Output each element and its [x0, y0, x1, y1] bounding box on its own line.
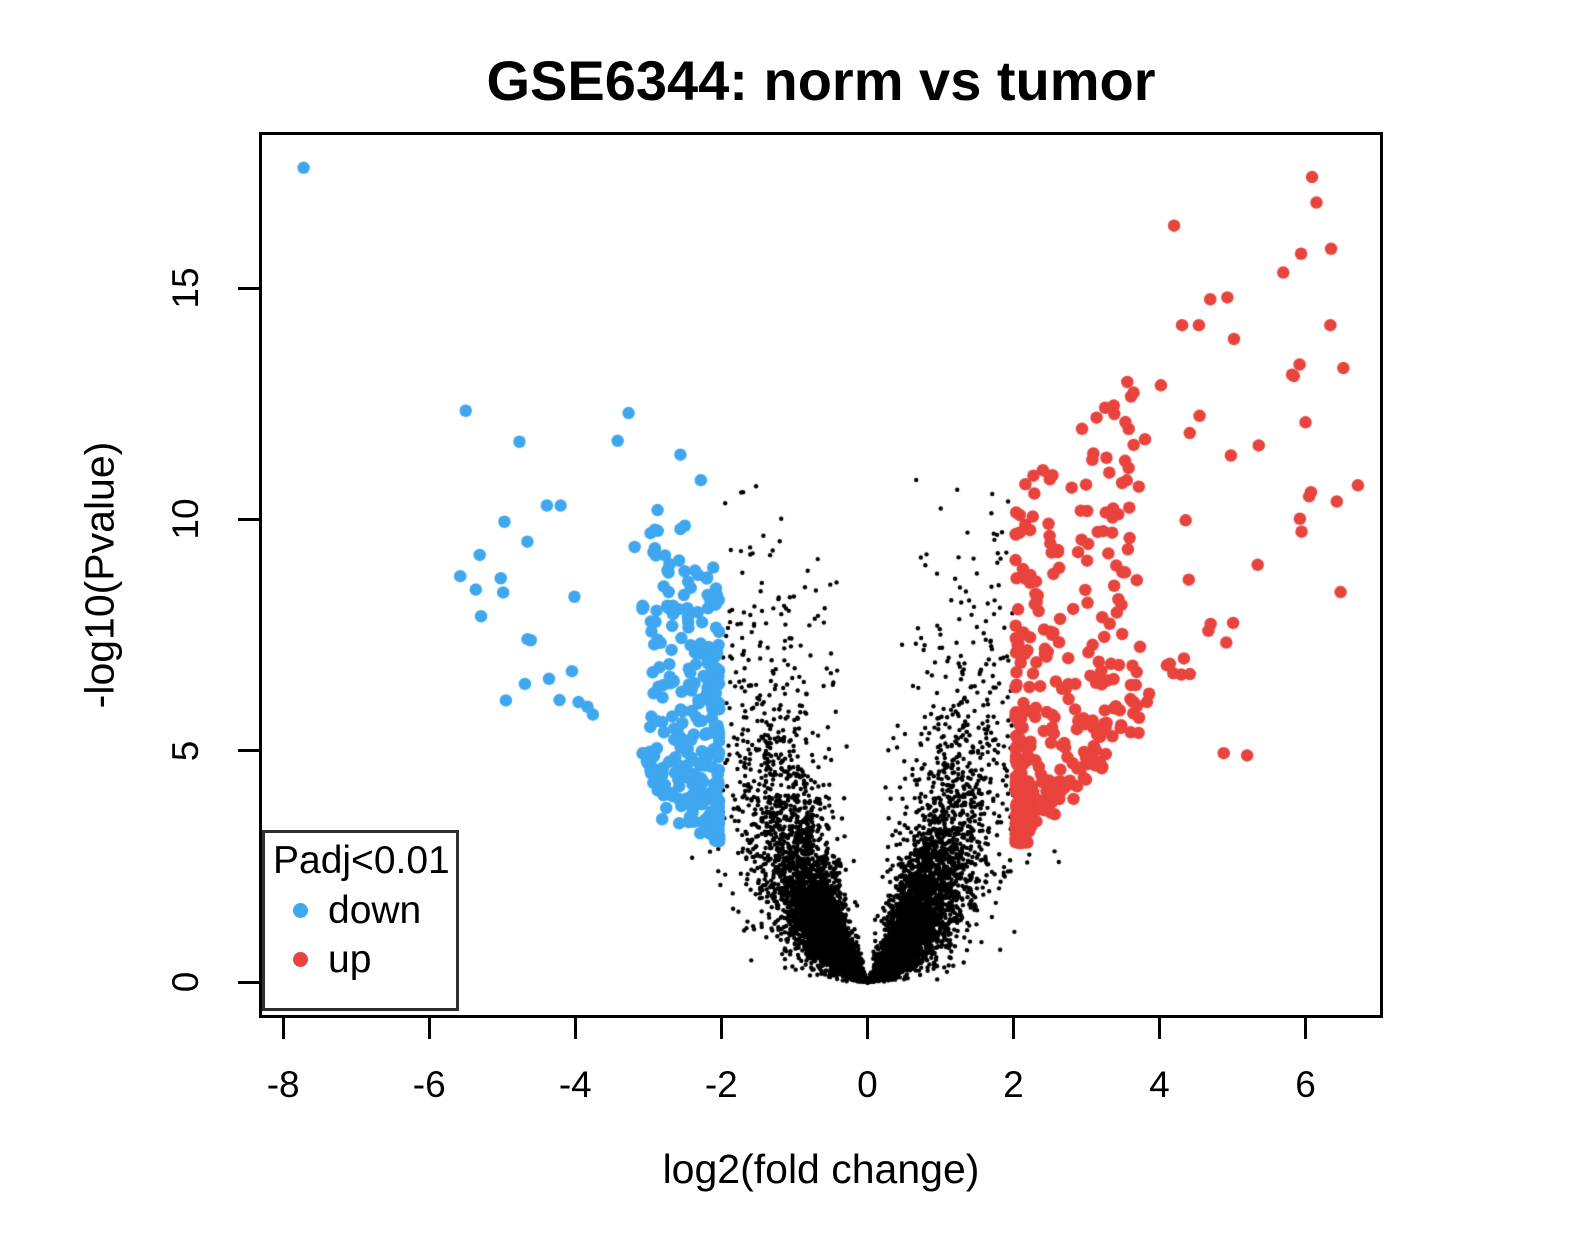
legend-item-up-label: up [328, 937, 372, 981]
x-tick-mark [865, 1015, 869, 1039]
x-tick-label: 4 [1149, 1064, 1170, 1105]
x-tick-label: -8 [266, 1064, 300, 1105]
y-tick-label: 15 [165, 267, 206, 309]
x-tick-label: 2 [1003, 1064, 1024, 1105]
legend-item-down: down [293, 888, 456, 932]
legend-item-up: up [293, 937, 456, 981]
y-tick-mark [238, 286, 262, 290]
x-tick-label: -4 [558, 1064, 592, 1105]
x-tick-label: 0 [857, 1064, 878, 1105]
y-tick-label: 10 [165, 498, 206, 541]
x-tick-label: -2 [704, 1064, 738, 1105]
x-tick-mark [1011, 1015, 1015, 1039]
x-tick-mark [573, 1015, 577, 1039]
legend-item-down-label: down [328, 888, 422, 932]
y-tick-mark [238, 517, 262, 521]
x-tick-label: -6 [412, 1064, 446, 1105]
legend: Padj<0.01 down up [262, 830, 459, 1011]
y-tick-label: 5 [165, 740, 206, 762]
x-axis-label: log2(fold change) [662, 1146, 980, 1192]
y-axis-label: -log10(Pvalue) [76, 441, 123, 709]
x-tick-mark [1304, 1015, 1307, 1039]
down-dot-icon [293, 903, 308, 919]
chart-title: GSE6344: norm vs tumor [486, 49, 1156, 112]
up-dot-icon [293, 952, 308, 968]
y-tick-mark [238, 980, 262, 984]
y-tick-mark [238, 749, 262, 753]
x-tick-mark [719, 1015, 723, 1039]
x-tick-mark [281, 1015, 285, 1039]
y-tick-label: 0 [165, 971, 206, 993]
x-tick-label: 6 [1295, 1064, 1316, 1105]
legend-title: Padj<0.01 [273, 839, 450, 882]
x-tick-mark [427, 1015, 431, 1039]
x-tick-mark [1157, 1015, 1161, 1039]
